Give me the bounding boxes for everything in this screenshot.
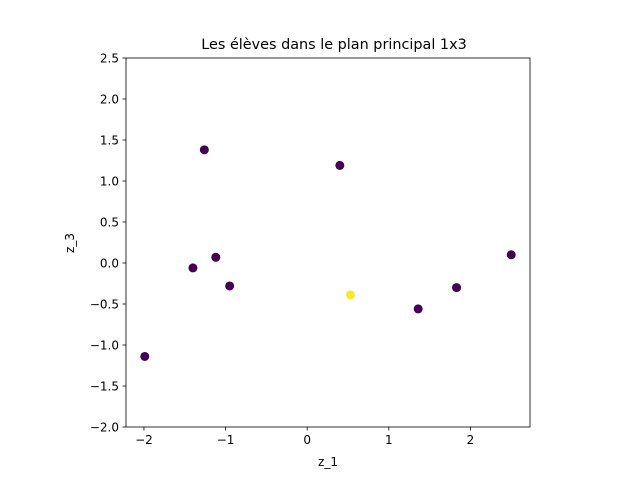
scatter-point bbox=[413, 304, 423, 314]
chart-title: Les élèves dans le plan principal 1x3 bbox=[201, 37, 467, 53]
scatter-point bbox=[199, 145, 209, 155]
scatter-point bbox=[140, 351, 150, 361]
x-tick-label: 1 bbox=[385, 433, 393, 447]
tick-group: −2 −1 0 1 2 −2.0 −1.5 −1.0 −0.5 0.0 0.5 1.0 1.5 2.0 2.… bbox=[90, 51, 474, 447]
scatter-point bbox=[211, 252, 221, 262]
y-tick-label: 2.0 bbox=[100, 92, 119, 106]
scatter-point bbox=[335, 160, 345, 170]
y-axis-label: z_3 bbox=[63, 233, 77, 253]
scatter-point bbox=[345, 290, 355, 300]
y-tick-label: 1.5 bbox=[100, 133, 119, 147]
y-tick-label: 0.0 bbox=[100, 256, 119, 270]
y-tick-label: −0.5 bbox=[90, 297, 119, 311]
x-tick-label: 0 bbox=[303, 433, 311, 447]
y-tick-label: 0.5 bbox=[100, 215, 119, 229]
x-axis-label: z_1 bbox=[318, 455, 338, 469]
y-tick-label: −2.0 bbox=[90, 420, 119, 434]
plot-area-frame bbox=[125, 57, 531, 428]
scatter-point bbox=[188, 263, 198, 273]
scatter-point bbox=[452, 283, 462, 293]
scatter-point bbox=[506, 250, 516, 260]
y-tick-label: 1.0 bbox=[100, 174, 119, 188]
x-tick-label: −1 bbox=[217, 433, 235, 447]
y-tick-label: −1.0 bbox=[90, 338, 119, 352]
points-group bbox=[140, 145, 516, 361]
x-tick-label: 2 bbox=[467, 433, 475, 447]
y-tick-label: 2.5 bbox=[100, 51, 119, 65]
y-tick-label: −1.5 bbox=[90, 379, 119, 393]
scatter-point bbox=[225, 281, 235, 291]
x-tick-label: −2 bbox=[135, 433, 153, 447]
